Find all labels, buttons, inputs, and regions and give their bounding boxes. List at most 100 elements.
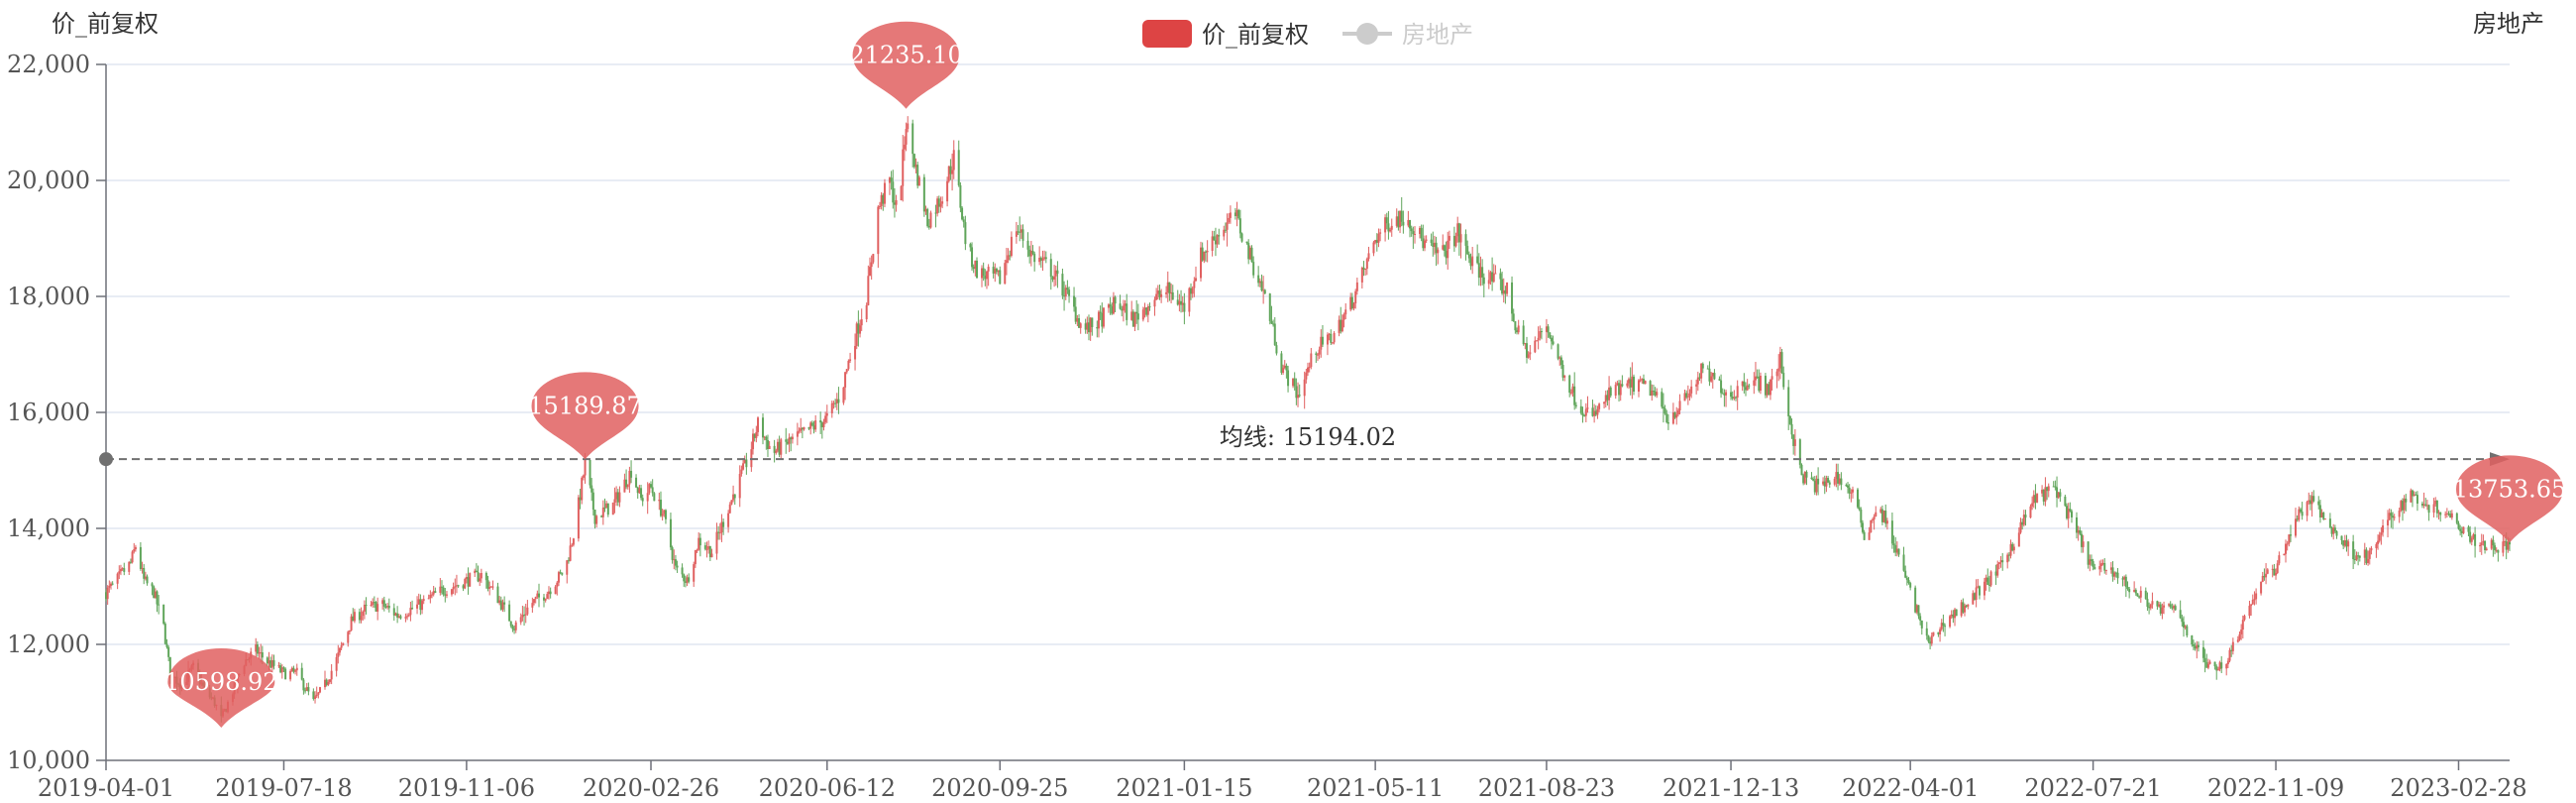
candle-body (1126, 303, 1128, 320)
candle-body (1367, 253, 1370, 260)
legend[interactable]: 价_前复权 房地产 (1142, 20, 1473, 49)
candle-body (1133, 311, 1136, 327)
candle-body (791, 436, 794, 440)
candle-body (708, 545, 711, 558)
candle-body (1798, 439, 1801, 465)
candle-body (434, 591, 437, 593)
candle-body (1996, 564, 1999, 576)
candle-body (1235, 209, 1238, 216)
candle-body (2077, 529, 2080, 533)
candle-body (1447, 240, 1449, 259)
candle-body (2186, 626, 2189, 636)
candle-body (2415, 495, 2418, 504)
candle-body (1581, 412, 1584, 416)
candle-body (595, 516, 598, 524)
candle-body (1777, 368, 1780, 372)
candle-body (1569, 392, 1572, 394)
candle-body (842, 387, 845, 403)
candle-body (1141, 309, 1144, 320)
candle-body (480, 572, 483, 579)
candle-body (2128, 589, 2131, 593)
candle-body (626, 484, 629, 488)
legend-item[interactable]: 房地产 (1342, 21, 1473, 49)
candle-body (538, 593, 541, 598)
candle-body (284, 668, 287, 680)
candle-body (2370, 547, 2373, 551)
candle-body (1644, 381, 1647, 385)
candle-body (109, 583, 112, 586)
candle-body (1662, 406, 1664, 409)
candle-body (2447, 513, 2450, 515)
candle-body (2066, 506, 2069, 518)
candle-body (865, 304, 868, 320)
candle-body (1400, 210, 1403, 222)
candle-body (745, 459, 748, 468)
candle-body (845, 369, 848, 373)
candle-body (2151, 601, 2154, 605)
candle-body (1073, 295, 1076, 307)
candle-body (370, 605, 373, 607)
candle-body (1007, 255, 1010, 261)
candle-body (1321, 336, 1324, 345)
candle-body (834, 402, 837, 404)
candle-body (1549, 332, 1552, 338)
candle-body (1170, 291, 1173, 294)
candle-body (1573, 386, 1576, 405)
candle-body (987, 267, 990, 272)
candle-body (2286, 543, 2289, 545)
candle-body (939, 203, 942, 207)
candle-body (2174, 606, 2177, 611)
candle-body (452, 587, 455, 590)
candle-body (1188, 287, 1191, 312)
candle-body (1713, 373, 1716, 380)
candle-body (2459, 528, 2462, 531)
legend-item[interactable]: 价_前复权 (1142, 20, 1309, 49)
candle-body (880, 194, 883, 206)
candle-body (912, 123, 914, 155)
candle-body (1482, 277, 1485, 285)
candle-body (327, 681, 330, 685)
candle-body (926, 208, 929, 227)
candle-body (1788, 416, 1791, 424)
candle-body (131, 551, 134, 563)
candle-body (2059, 492, 2062, 497)
candle-body (486, 580, 489, 589)
x-tick-label: 2020-02-26 (583, 774, 719, 802)
candle-body (1005, 260, 1008, 264)
candle-body (302, 679, 305, 691)
candle-body (1375, 240, 1378, 243)
candle-body (1145, 307, 1148, 315)
candle-body (295, 667, 298, 671)
candle-body (738, 473, 741, 499)
candle-body (2042, 489, 2045, 502)
candle-body (1352, 303, 1355, 309)
candle-body (999, 270, 1002, 285)
candle-body (1331, 342, 1334, 344)
candle-body (1091, 317, 1094, 327)
candle-body (653, 493, 656, 502)
candle-body (2437, 512, 2440, 514)
candle-body (1026, 240, 1029, 250)
candle-body (1338, 319, 1341, 333)
candle-body (727, 513, 730, 527)
candle-body (2342, 540, 2345, 546)
candle-body (582, 475, 585, 478)
candle-body (1637, 380, 1640, 393)
candle-body (616, 492, 619, 503)
candle-body (1840, 478, 1843, 486)
candle-body (1442, 245, 1445, 250)
candle-body (877, 206, 880, 255)
candle-body (1193, 281, 1196, 288)
candle-body (2444, 514, 2447, 516)
candle-body (1586, 407, 1589, 409)
candle-body (2121, 578, 2124, 580)
candle-body (1545, 326, 1548, 332)
candle-body (1160, 293, 1163, 297)
candle-body (1950, 614, 1953, 617)
candle-body (605, 503, 608, 509)
y-tick-label: 10,000 (7, 746, 90, 774)
candle-body (2255, 593, 2258, 600)
candle-body (1987, 584, 1990, 586)
candle-body (269, 660, 272, 668)
candle-body (1155, 293, 1158, 300)
